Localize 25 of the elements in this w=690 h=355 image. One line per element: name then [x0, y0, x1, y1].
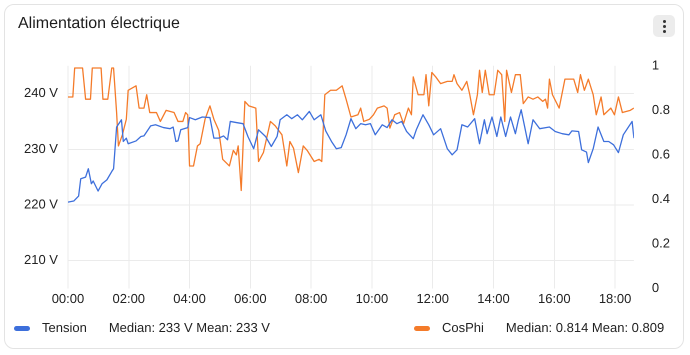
x-tick-label: 14:00	[477, 290, 510, 306]
legend-label: CosPhi	[442, 320, 484, 335]
x-tick-label: 04:00	[173, 290, 206, 306]
y-tick-label: 240 V	[24, 85, 58, 100]
y-tick-label: 210 V	[24, 252, 58, 268]
chart-title: Alimentation électrique	[18, 15, 180, 33]
x-tick-label: 10:00	[356, 290, 388, 306]
y2-tick-label: 0.8	[652, 102, 670, 117]
y-tick-label: 230 V	[24, 140, 58, 156]
y2-tick-label: 0.4	[652, 190, 670, 206]
x-tick-label: 18:00	[598, 290, 632, 306]
y2-tick-label: 0	[652, 280, 660, 295]
x-tick-label: 16:00	[538, 290, 571, 306]
y2-tick-label: 1	[652, 57, 660, 72]
x-tick-label: 06:00	[234, 290, 267, 306]
y2-tick-label: 0.2	[652, 235, 670, 250]
x-tick-label: 00:00	[52, 290, 84, 306]
y-tick-label: 220 V	[24, 196, 58, 212]
text: Median: 233 V Mean: 233 V	[108, 320, 270, 335]
x-tick-label: 08:00	[294, 290, 328, 306]
legend-label: Tension	[42, 320, 87, 335]
text: Median: 0.814 Mean: 0.809	[506, 320, 664, 335]
x-tick-label: 12:00	[416, 290, 449, 306]
y2-tick-label: 0.6	[652, 146, 670, 162]
x-tick-label: 02:00	[112, 290, 146, 306]
